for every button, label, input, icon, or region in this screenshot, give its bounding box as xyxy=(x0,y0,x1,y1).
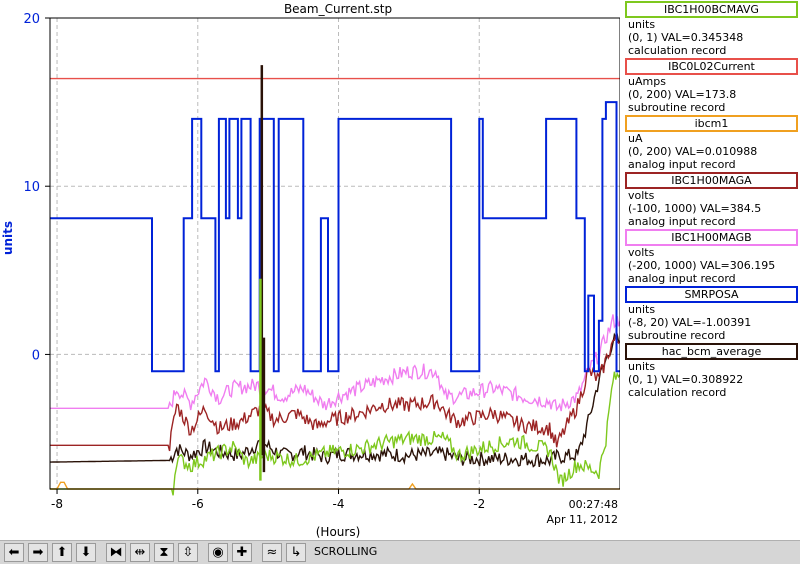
zoom-out-x-button[interactable]: ⇹ xyxy=(130,543,150,562)
chart-plot: Beam_Current.stp -8 -6 -4 -2 0 10 20 units (Ho… xyxy=(1,2,620,539)
scrolling-status: SCROLLING xyxy=(314,545,378,558)
right-arrow-button[interactable]: ➡ xyxy=(28,543,48,562)
legend-units: uAmps xyxy=(628,75,666,88)
axis-layer: -8 -6 -4 -2 0 10 20 xyxy=(23,12,485,511)
y-tick-label-2: 20 xyxy=(23,12,40,27)
zoom-in-y-button[interactable]: ⧗ xyxy=(154,543,174,562)
legend-name: IBC1H00MAGB xyxy=(625,229,798,246)
series-line-ibcm1 xyxy=(50,481,620,490)
fit-button[interactable]: ↳ xyxy=(286,543,306,562)
stop-button[interactable]: ◉ xyxy=(208,543,228,562)
x-tick-label-1: -6 xyxy=(192,497,204,511)
legend-range: (-100, 1000) VAL=384.5 xyxy=(628,202,762,215)
legend-entry-hac-bcm-average[interactable]: hac_bcm_average units (0, 1) VAL=0.308922 c… xyxy=(623,343,800,399)
legend-record-type: subroutine record xyxy=(628,101,726,114)
legend-entry-ibc1h00bcmavg[interactable]: IBC1H00BCMAVG units (0, 1) VAL=0.345348 cal… xyxy=(623,1,800,57)
legend: IBC1H00BCMAVG units (0, 1) VAL=0.345348 cal… xyxy=(623,0,800,399)
left-arrow-button[interactable]: ⬅ xyxy=(4,543,24,562)
x-tick-label-2: -4 xyxy=(333,497,345,511)
legend-name: hac_bcm_average xyxy=(625,343,798,360)
legend-range: (0, 200) VAL=0.010988 xyxy=(628,145,758,158)
legend-range: (0, 200) VAL=173.8 xyxy=(628,88,737,101)
legend-record-type: analog input record xyxy=(628,215,736,228)
legend-entry-ibcm1[interactable]: ibcm1 uA (0, 200) VAL=0.010988 analog input… xyxy=(623,115,800,171)
series-line-ibc1h00magb xyxy=(50,314,620,412)
y-tick-label-0: 0 xyxy=(32,348,40,363)
legend-record-type: analog input record xyxy=(628,158,736,171)
x-axis-label: (Hours) xyxy=(316,525,361,539)
legend-name: IBC1H00BCMAVG xyxy=(625,1,798,18)
legend-range: (0, 1) VAL=0.308922 xyxy=(628,373,744,386)
legend-units: units xyxy=(628,18,656,31)
series-line-hac-bcm-average xyxy=(50,332,620,468)
series-line-ibc1h00bcmavg xyxy=(50,371,620,496)
legend-range: (-200, 1000) VAL=306.195 xyxy=(628,259,776,272)
legend-units: volts xyxy=(628,189,655,202)
legend-record-type: analog input record xyxy=(628,272,736,285)
legend-record-type: calculation record xyxy=(628,386,727,399)
chart-title: Beam_Current.stp xyxy=(284,2,392,16)
zoom-in-x-button[interactable]: ⧓ xyxy=(106,543,126,562)
y-tick-label-1: 10 xyxy=(23,180,40,195)
legend-entry-ibc0l02current[interactable]: IBC0L02Current uAmps (0, 200) VAL=173.8 sub… xyxy=(623,58,800,114)
legend-name: IBC0L02Current xyxy=(625,58,798,75)
series-layer xyxy=(50,65,620,496)
series-line-ibc1h00maga xyxy=(50,334,620,452)
toolbar: SCROLLING ⬅ ➡ ⬆ ⬇ ⧓ ⇹ ⧗ ⇳ ◉ ✚ ≈ ↳ xyxy=(0,540,800,564)
legend-name: ibcm1 xyxy=(625,115,798,132)
x-tick-label-3: -2 xyxy=(473,497,485,511)
legend-record-type: subroutine record xyxy=(628,329,726,342)
legend-range: (0, 1) VAL=0.345348 xyxy=(628,31,744,44)
add-button[interactable]: ✚ xyxy=(232,543,252,562)
y-axis-label: units xyxy=(1,221,15,255)
plot-frame xyxy=(49,17,620,490)
x-tick-label-0: -8 xyxy=(51,497,63,511)
legend-units: uA xyxy=(628,132,643,145)
zoom-out-y-button[interactable]: ⇳ xyxy=(178,543,198,562)
legend-entry-ibc1h00magb[interactable]: IBC1H00MAGB volts (-200, 1000) VAL=306.195… xyxy=(623,229,800,285)
legend-range: (-8, 20) VAL=-1.00391 xyxy=(628,316,752,329)
legend-units: units xyxy=(628,303,656,316)
legend-entry-smrposa[interactable]: SMRPOSA units (-8, 20) VAL=-1.00391 subrout… xyxy=(623,286,800,342)
timestamp-time: 00:27:48 xyxy=(569,498,618,511)
grid-lines xyxy=(50,17,620,489)
legend-name: SMRPOSA xyxy=(625,286,798,303)
down-arrow-button[interactable]: ⬇ xyxy=(76,543,96,562)
legend-units: units xyxy=(628,360,656,373)
series-line-smrposa xyxy=(50,101,620,373)
legend-name: IBC1H00MAGA xyxy=(625,172,798,189)
up-arrow-button[interactable]: ⬆ xyxy=(52,543,72,562)
legend-units: volts xyxy=(628,246,655,259)
timestamp-date: Apr 11, 2012 xyxy=(546,513,618,526)
legend-entry-ibc1h00maga[interactable]: IBC1H00MAGA volts (-100, 1000) VAL=384.5 an… xyxy=(623,172,800,228)
legend-record-type: calculation record xyxy=(628,44,727,57)
config-button[interactable]: ≈ xyxy=(262,543,282,562)
